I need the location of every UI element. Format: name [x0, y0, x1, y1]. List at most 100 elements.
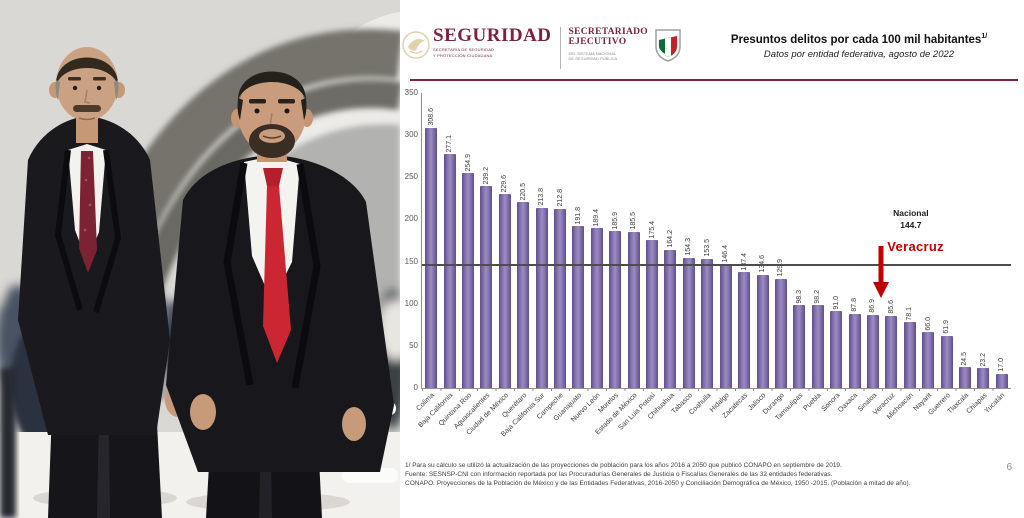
snsp-shield-icon	[655, 29, 681, 62]
footnote-line: 1/ Para su cálculo se utilizó la actuali…	[405, 462, 842, 469]
bar	[554, 208, 567, 388]
bar-slot-morelos: 185.9 Morelos	[598, 93, 624, 415]
bar	[609, 231, 622, 388]
bar	[958, 367, 971, 388]
chart-subtitle: Datos por entidad federativa, agosto de …	[763, 48, 955, 60]
bar	[701, 258, 714, 388]
footnote-line: CONAPO. Proyecciones de la Población de …	[405, 480, 911, 488]
secretariado-block: SECRETARIADO EJECUTIVO DEL SISTEMA NACIO…	[569, 27, 648, 62]
bar	[903, 322, 916, 388]
chart-title: Presuntos delitos por cada 100 mil habit…	[730, 33, 988, 46]
security-report-slide: SEGURIDAD SECRETARÍA DE SEGURIDAD Y PROT…	[400, 0, 1024, 518]
bar-slot-campeche: 212.8 Campeche	[536, 93, 569, 421]
bar-value-label: 175.4	[648, 220, 656, 239]
bar-slot-guanajuato: 191.8 Guanajuato	[553, 93, 587, 423]
bar	[425, 127, 438, 388]
bar-slot-michoac-n: 78.1 Michoacán	[886, 93, 919, 421]
bar-value-label: 213.8	[538, 188, 546, 206]
bar-value-label: 153.5	[703, 239, 711, 257]
bar-value-label: 185.5	[630, 212, 638, 230]
bar-slot-baja-california: 277.1 Baja California	[417, 93, 458, 429]
bar-slot-tlaxcala: 24.5 Tlaxcala	[947, 93, 974, 415]
bar-value-label: 154.3	[685, 238, 693, 256]
bar-slot-quer-taro: 220.5 Querétaro	[501, 93, 532, 419]
bar-value-label: 254.9	[464, 153, 472, 172]
bar-value-label: 129.9	[777, 258, 785, 277]
bar-value-label: 220.5	[519, 182, 527, 201]
national-average-line	[422, 264, 1011, 267]
bar-value-label: 191.8	[574, 206, 582, 225]
bar	[811, 305, 824, 388]
bar	[848, 314, 861, 388]
bar	[498, 194, 511, 388]
bar-value-label: 185.9	[611, 211, 619, 230]
y-tick-label: 0	[413, 383, 418, 392]
bar-slot-durango: 129.9 Durango	[762, 93, 790, 416]
bar-slot-coahuila: 153.5 Coahuila	[688, 93, 716, 416]
bar-slot-quintana-roo: 254.9 Quintana Roo	[437, 93, 477, 427]
chart-title-block: Presuntos delitos por cada 100 mil habit…	[700, 33, 1018, 60]
bar	[830, 311, 843, 388]
bar-value-label: 189.4	[593, 208, 601, 227]
event-photo-illustration	[0, 0, 400, 518]
bar-slot-jalisco: 134.6Jalisco	[747, 93, 771, 412]
bar-slot-veracruz: 85.6 Veracruz	[872, 93, 900, 416]
y-tick-label: 100	[404, 298, 418, 308]
bar-slot-san-luis-potos-: 175.4 San Luis Potosí	[617, 93, 661, 432]
bar	[995, 373, 1008, 388]
bar-value-label: 308.6	[427, 108, 435, 126]
bar	[517, 202, 530, 388]
seguridad-wordmark: SEGURIDAD	[433, 25, 552, 46]
bar-value-label: 61.9	[943, 320, 951, 334]
bar-value-label: 17.0	[998, 358, 1006, 372]
bar-slot-chihuahua: 164.2 Chihuahua	[647, 93, 679, 421]
bar	[793, 305, 806, 388]
footnote-line: Fuente: SESNSP-CNI con información repor…	[405, 471, 833, 479]
bar	[535, 207, 548, 388]
bar-slot-estado-de-m-xico: 185.5 Estado de México	[594, 93, 642, 436]
bar	[480, 186, 493, 388]
brand-divider	[559, 27, 561, 69]
y-tick-label: 350	[404, 88, 418, 97]
bar-slot-sonora: 91.0 Sonora	[820, 93, 845, 413]
bar	[572, 226, 585, 388]
y-tick-label: 150	[404, 256, 418, 266]
bar-value-label: 85.6	[887, 300, 895, 314]
bar-value-label: 86.9	[869, 299, 877, 313]
y-axis: 0 50 100 150 200 250 300 350	[400, 88, 419, 392]
bar	[443, 154, 456, 388]
bar-slot-tamaulipas: 98.3 Tamaulipas	[774, 93, 808, 422]
category-label: Puebla	[802, 392, 823, 413]
bar	[627, 231, 640, 388]
bar	[940, 335, 953, 388]
y-tick-label: 50	[409, 340, 418, 350]
bar-slot-aguascalientes: 239.2 Aguascalientes	[453, 93, 495, 431]
bar-slot-chiapas: 23.2 Chiapas	[965, 93, 992, 415]
seguridad-wordmark-block: SEGURIDAD SECRETARÍA DE SEGURIDAD Y PROT…	[433, 26, 552, 58]
bar-value-label: 146.4	[722, 245, 730, 263]
bar	[682, 257, 695, 388]
bar-value-label: 23.2	[979, 352, 987, 367]
y-tick-label: 300	[404, 130, 418, 140]
bar-value-label: 98.2	[814, 289, 822, 304]
bar-value-label: 137.4	[740, 252, 748, 271]
bar-value-label: 212.8	[556, 189, 564, 207]
bar	[774, 278, 787, 388]
bar-slot-colima: 308.6 Colima	[416, 93, 440, 412]
seguridad-wordmark-sub: SECRETARÍA DE SEGURIDAD Y PROTECCIÓN CIU…	[433, 47, 495, 58]
bar-value-label: 239.2	[482, 166, 490, 185]
bar-value-label: 66.0	[924, 316, 932, 331]
secretariado-name: SECRETARIADO EJECUTIVO	[568, 27, 648, 48]
bar-slot-oaxaca: 87.8 Oaxaca	[837, 93, 863, 414]
bar-slot-baja-california-sur: 213.8 Baja California Sur	[500, 93, 550, 438]
bar	[922, 332, 935, 388]
bar-slot-nuevo-le-n: 189.4 Nuevo León	[570, 93, 606, 424]
foreground-silhouette	[0, 368, 16, 518]
page-number: 6	[1006, 462, 1012, 473]
bar-slot-ciudad-de-m-xico: 229.6 Ciudad de México	[465, 93, 514, 437]
bar	[756, 274, 769, 388]
veracruz-arrow-icon	[873, 246, 890, 299]
bar	[646, 240, 659, 388]
footnote-marker: 1/	[981, 33, 988, 40]
